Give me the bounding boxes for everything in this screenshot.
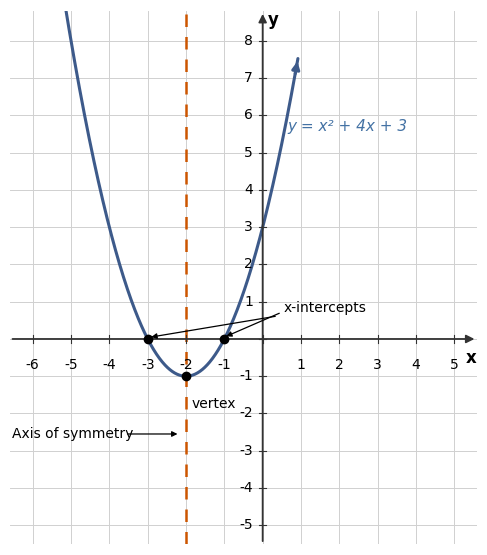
Text: -2: -2 (240, 406, 253, 421)
Text: -3: -3 (141, 357, 154, 372)
Text: -3: -3 (240, 444, 253, 458)
Text: vertex: vertex (192, 397, 236, 411)
Text: -4: -4 (240, 481, 253, 495)
Text: x-intercepts: x-intercepts (284, 301, 367, 315)
Text: 3: 3 (244, 220, 253, 234)
Text: -5: -5 (64, 357, 78, 372)
Text: 5: 5 (244, 145, 253, 160)
Text: 5: 5 (450, 357, 459, 372)
Text: 1: 1 (244, 295, 253, 309)
Text: y: y (268, 12, 279, 29)
Text: -1: -1 (218, 357, 231, 372)
Text: Axis of symmetry: Axis of symmetry (12, 427, 133, 441)
Text: y = x² + 4x + 3: y = x² + 4x + 3 (287, 119, 408, 134)
Text: 7: 7 (244, 71, 253, 85)
Text: -6: -6 (26, 357, 39, 372)
Text: 3: 3 (373, 357, 382, 372)
Text: x: x (466, 349, 477, 367)
Text: -4: -4 (103, 357, 116, 372)
Text: 6: 6 (244, 108, 253, 123)
Text: 1: 1 (297, 357, 305, 372)
Text: 8: 8 (244, 34, 253, 48)
Text: -2: -2 (179, 357, 193, 372)
Text: 4: 4 (244, 183, 253, 197)
Text: -5: -5 (240, 518, 253, 532)
Text: 2: 2 (335, 357, 344, 372)
Text: 4: 4 (412, 357, 420, 372)
Text: -1: -1 (239, 369, 253, 384)
Text: 2: 2 (244, 258, 253, 271)
